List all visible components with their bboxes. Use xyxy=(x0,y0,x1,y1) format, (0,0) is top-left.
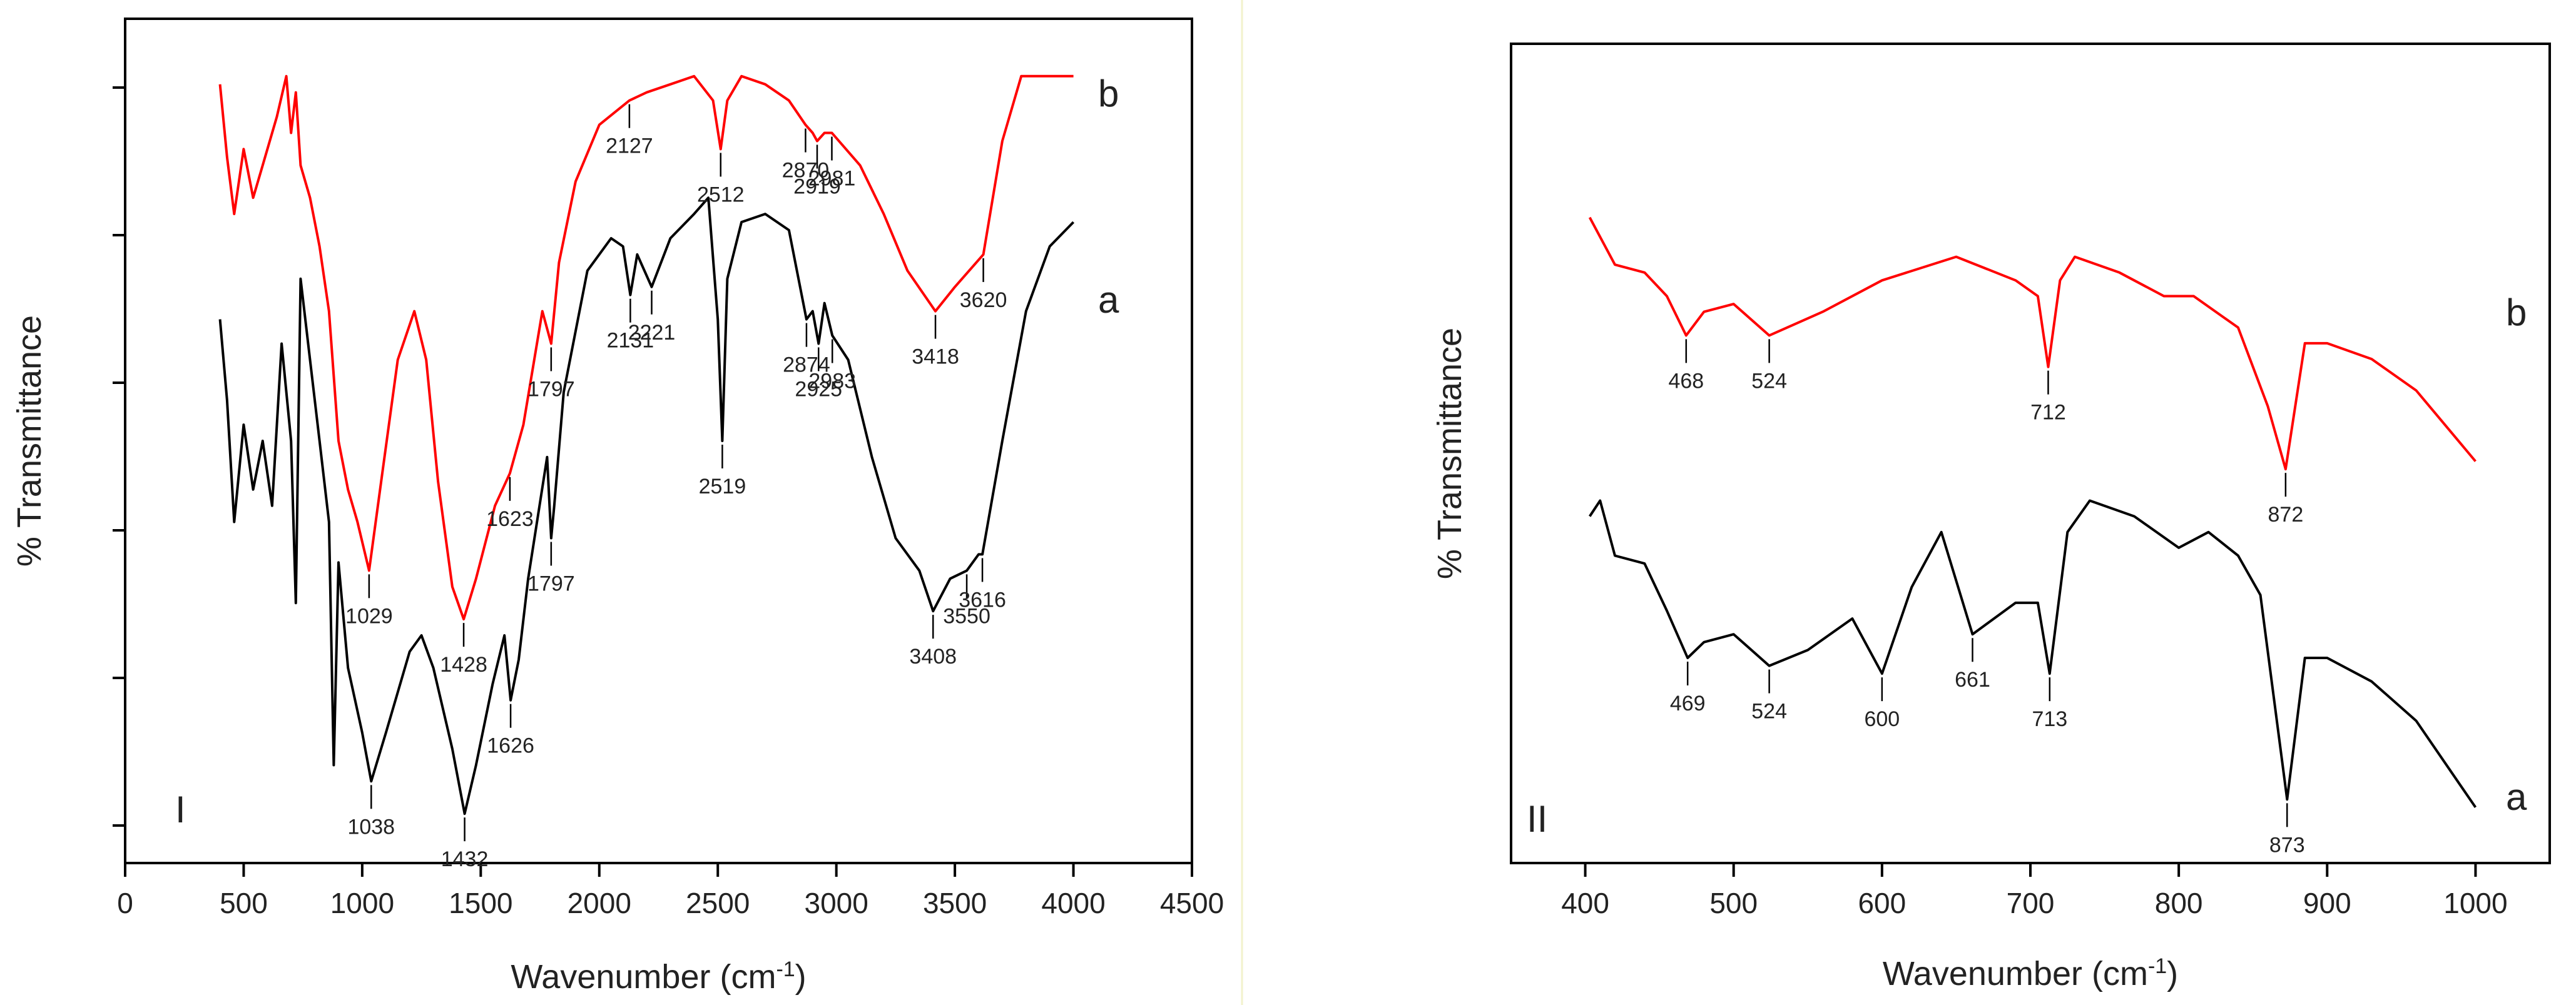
series-a-label: a xyxy=(2506,776,2527,818)
peak-label: 2512 xyxy=(697,183,745,206)
peak-label: 524 xyxy=(1751,369,1787,393)
peak-label: 1428 xyxy=(440,653,487,677)
peak-label: 2221 xyxy=(628,321,676,345)
peak-label: 1626 xyxy=(487,734,534,758)
peak-label: 712 xyxy=(2030,401,2066,425)
x-tick-label: 500 xyxy=(220,887,268,919)
peak-label: 713 xyxy=(2032,707,2067,731)
series-a-line xyxy=(1589,499,2477,809)
peak-label: 661 xyxy=(1955,668,1990,692)
x-tick-label: 2000 xyxy=(568,887,631,919)
series-b-label: b xyxy=(2506,291,2527,333)
peak-label: 524 xyxy=(1751,700,1787,724)
peak-label: 873 xyxy=(2269,833,2305,857)
series-b-line xyxy=(1588,216,2477,471)
x-tick-label: 900 xyxy=(2303,887,2351,919)
panel-label: II xyxy=(1527,798,1547,840)
peak-label: 3418 xyxy=(912,345,959,369)
peak-label: 600 xyxy=(1864,707,1900,731)
series-a-label: a xyxy=(1098,279,1119,321)
peak-label: 468 xyxy=(1668,369,1704,393)
peak-label: 1029 xyxy=(345,604,393,628)
peak-label: 2983 xyxy=(808,370,856,393)
peak-label: 2127 xyxy=(606,134,653,158)
series-a-line xyxy=(218,196,1075,816)
x-tick-label: 1500 xyxy=(449,887,512,919)
x-tick-label: 3000 xyxy=(804,887,868,919)
panel-label: I xyxy=(175,789,186,831)
peak-label: 3616 xyxy=(959,588,1006,612)
peak-label: 3408 xyxy=(909,645,957,669)
x-axis-title: Wavenumber (cm-1) xyxy=(1883,954,2178,992)
peak-label: 2870 xyxy=(782,159,830,183)
peak-label: 3620 xyxy=(960,288,1007,312)
x-tick-label: 4000 xyxy=(1041,887,1105,919)
peak-label: 2131 xyxy=(607,329,654,353)
panel-II: 400 500 600 700 800 900 1000 Wavenumber (cm-1)%… xyxy=(1431,43,2551,992)
x-tick-label: 500 xyxy=(1709,887,1758,919)
x-tick-label: 3500 xyxy=(923,887,987,919)
plot-frame xyxy=(1510,43,2551,864)
x-tick-label: 0 xyxy=(117,887,133,919)
peak-label: 1038 xyxy=(347,815,395,839)
y-axis-title: % Transmittance xyxy=(11,315,48,567)
peak-label: 872 xyxy=(2268,503,2304,527)
x-tick-label: 400 xyxy=(1561,887,1609,919)
x-tick-label: 4500 xyxy=(1160,887,1224,919)
x-tick-label: 800 xyxy=(2155,887,2203,919)
peak-label: 3550 xyxy=(943,604,990,628)
peak-label: 2519 xyxy=(699,475,746,498)
x-axis-title: Wavenumber (cm-1) xyxy=(511,957,806,996)
plot-frame xyxy=(124,18,1193,864)
x-tick-label: 1000 xyxy=(330,887,394,919)
series-b-line xyxy=(218,74,1074,621)
peak-label: 2874 xyxy=(783,353,830,377)
peak-label: 2981 xyxy=(808,167,856,191)
peak-label: 1432 xyxy=(441,847,489,871)
peak-label: 1797 xyxy=(527,377,575,401)
series-b-label: b xyxy=(1098,73,1119,114)
x-tick-label: 600 xyxy=(1858,887,1906,919)
x-tick-label: 2500 xyxy=(686,887,750,919)
peak-label: 2925 xyxy=(795,377,842,401)
peak-label: 1623 xyxy=(486,507,534,531)
panel-I: 0 500 1000 1500 2000 2500 3000 3500 4000 4500 Wave… xyxy=(11,18,1224,996)
x-tick-label: 1000 xyxy=(2443,887,2507,919)
y-axis-title: % Transmittance xyxy=(1431,328,1469,579)
peak-label: 2919 xyxy=(793,174,841,198)
x-tick-label: 700 xyxy=(2007,887,2055,919)
peak-label: 469 xyxy=(1670,692,1706,715)
peak-label: 1797 xyxy=(527,572,575,596)
